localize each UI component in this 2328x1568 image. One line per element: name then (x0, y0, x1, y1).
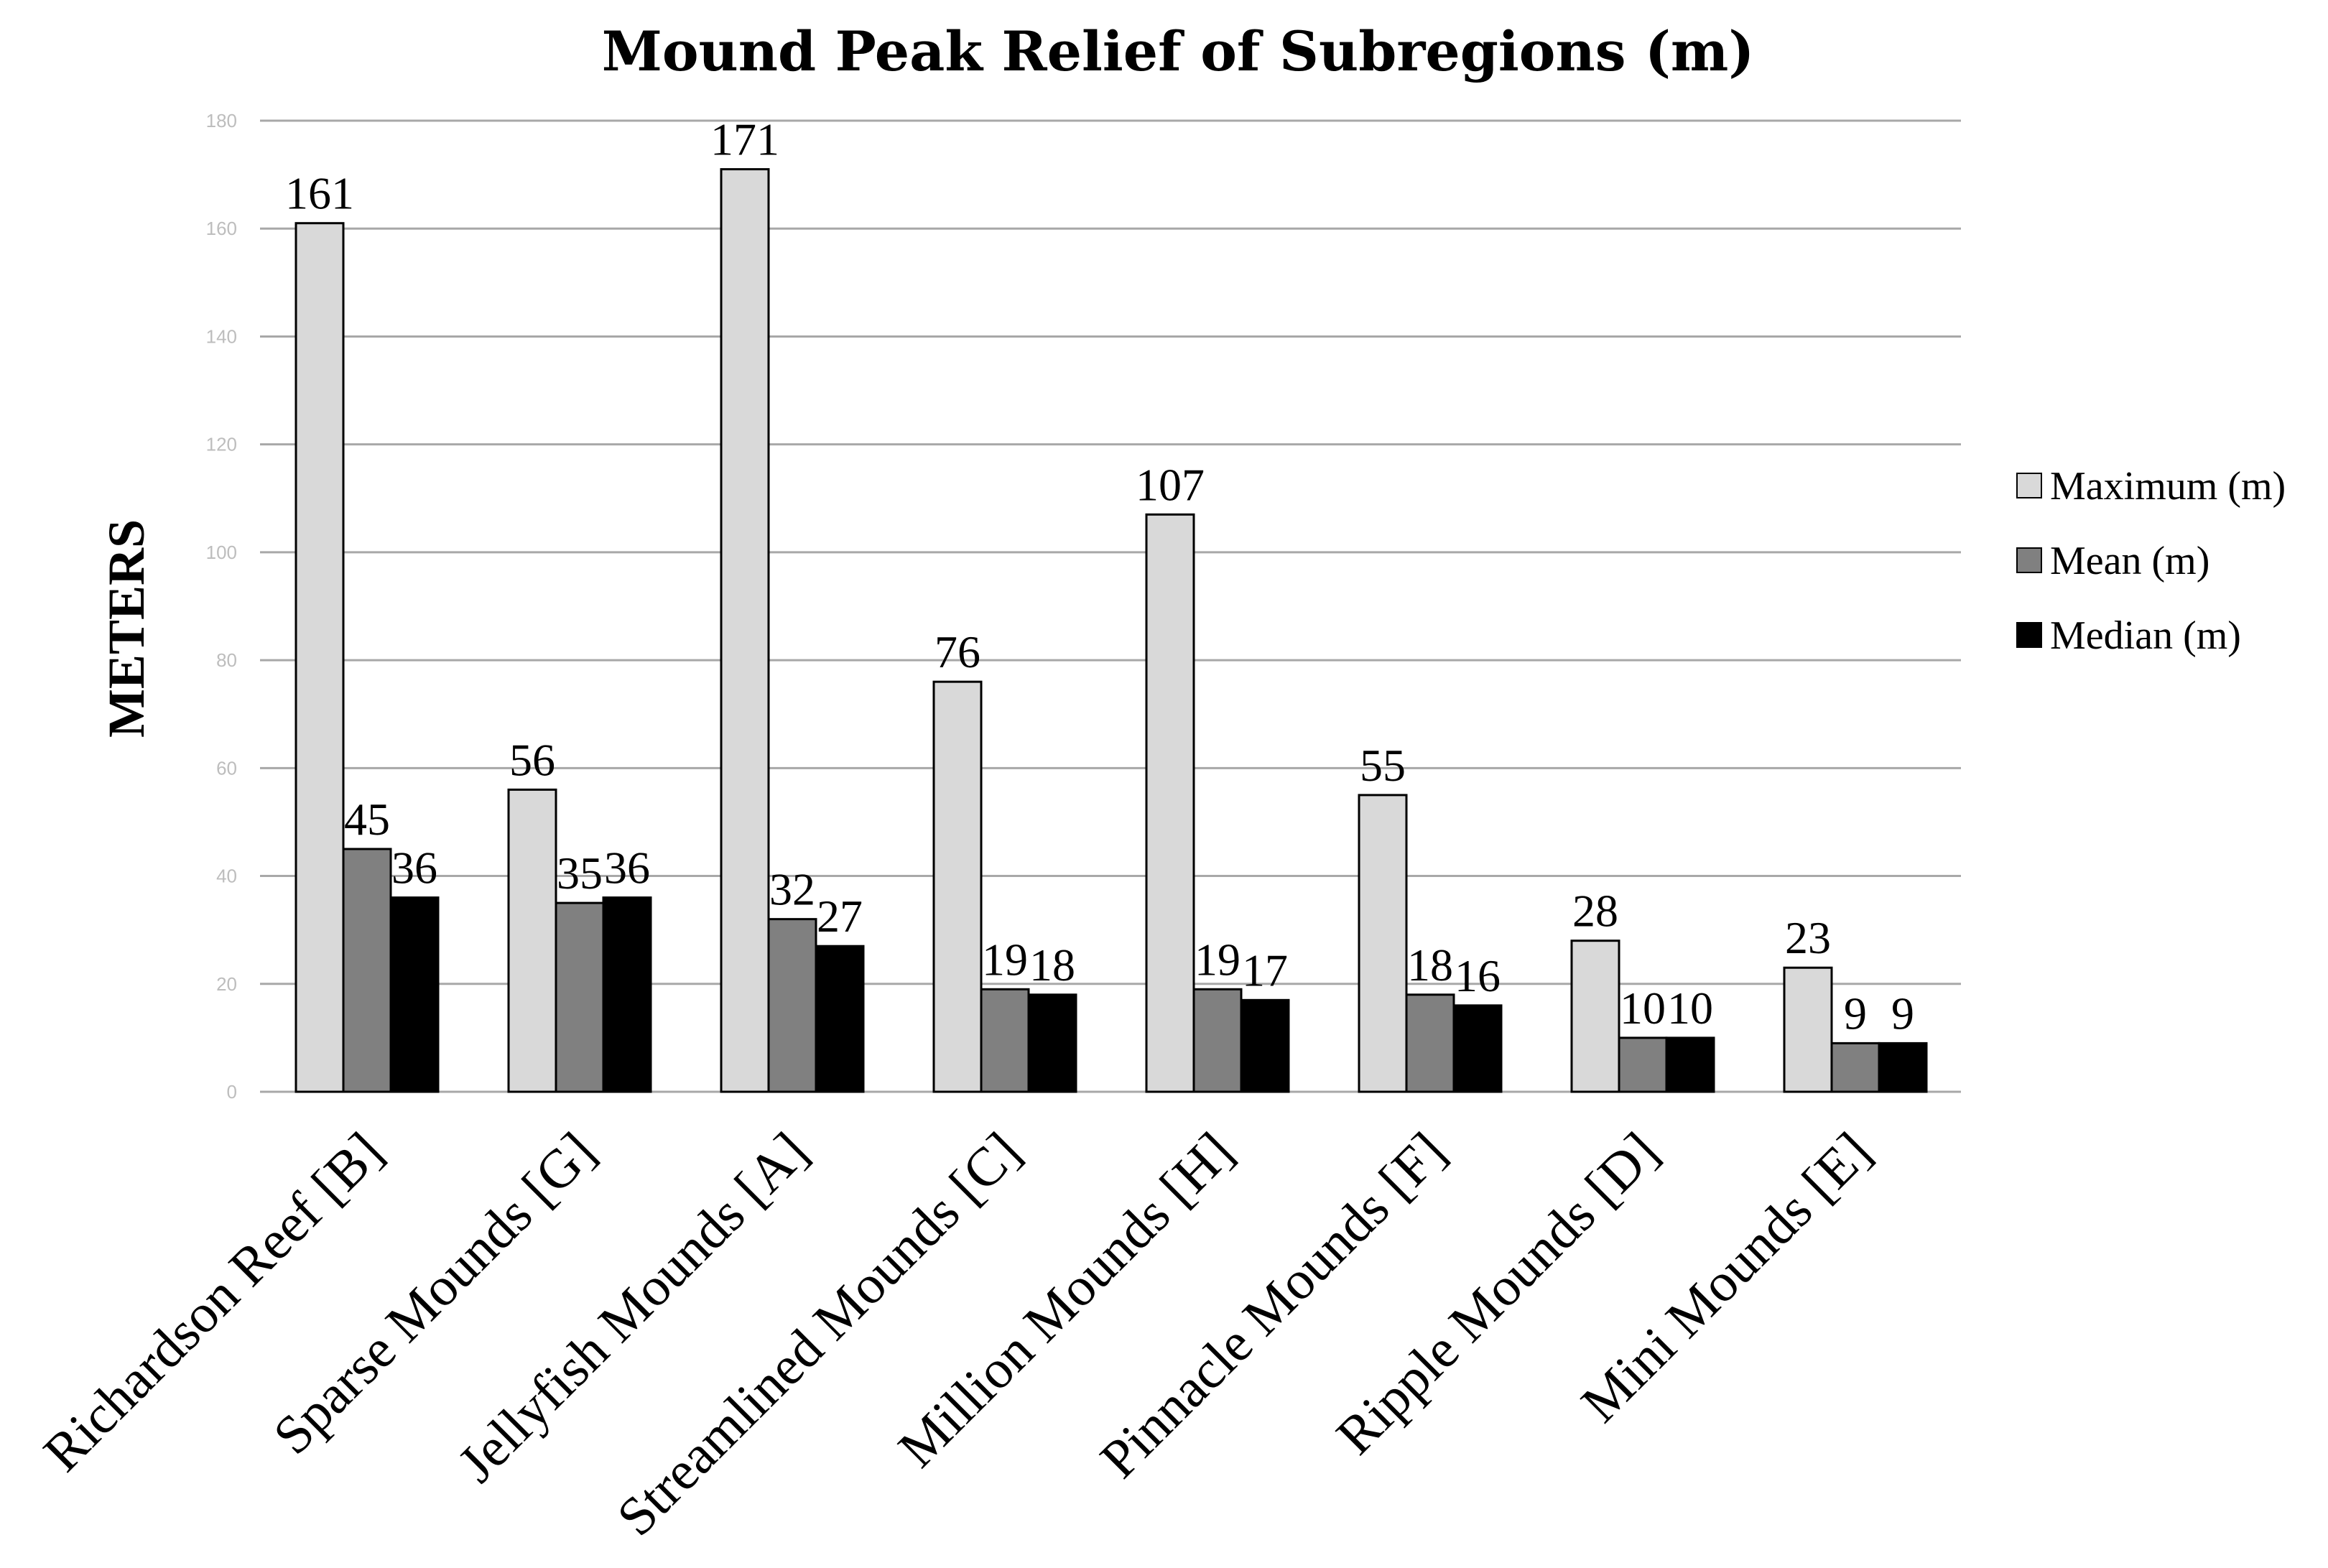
legend-swatch (2016, 622, 2042, 648)
bar (1878, 1042, 1928, 1093)
legend-label: Maximum (m) (2050, 464, 2286, 509)
y-tick-label: 180 (206, 110, 237, 131)
data-label: 161 (285, 168, 354, 219)
x-tick-label: Pinnacle Mounds [F] (1089, 1121, 1457, 1490)
data-label: 28 (1572, 886, 1618, 937)
bar (602, 896, 652, 1093)
data-label: 55 (1360, 740, 1406, 791)
bar (507, 788, 557, 1093)
y-tick-label: 20 (216, 973, 237, 995)
y-tick-label: 80 (216, 649, 237, 671)
bar (980, 988, 1030, 1093)
data-label: 19 (982, 934, 1028, 985)
data-label: 45 (344, 794, 390, 845)
bars (295, 168, 1928, 1093)
data-label: 9 (1844, 988, 1867, 1039)
y-axis-label: METERS (98, 519, 155, 738)
bar (815, 945, 865, 1093)
y-axis-ticks: 0 20 40 60 80 100 120 140 160 180 (206, 110, 237, 1103)
data-label: 10 (1667, 983, 1713, 1034)
bar (1618, 1036, 1668, 1093)
legend-swatch (2016, 547, 2042, 573)
data-label: 36 (391, 843, 437, 894)
bar (1192, 988, 1243, 1093)
data-label: 171 (710, 114, 779, 165)
data-label: 19 (1195, 934, 1240, 985)
bar (1358, 794, 1408, 1093)
bar (1570, 940, 1620, 1093)
data-label: 36 (604, 843, 650, 894)
y-tick-label: 160 (206, 218, 237, 239)
bar (932, 680, 983, 1093)
bar (342, 848, 392, 1093)
y-tick-label: 140 (206, 325, 237, 347)
data-label: 17 (1242, 945, 1288, 996)
data-label: 10 (1620, 983, 1666, 1034)
x-axis-ticks: Richardson Reef [B]Sparse Mounds [G]Jell… (32, 1121, 1883, 1548)
data-label: 9 (1891, 988, 1914, 1039)
bar (1783, 966, 1833, 1093)
x-tick-label: Streamlined Mounds [C] (606, 1121, 1032, 1548)
chart-title: Mound Peak Relief of Subregions (m) (602, 19, 1755, 83)
bar (1665, 1036, 1715, 1093)
y-tick-label: 0 (227, 1081, 237, 1103)
bar (767, 918, 817, 1093)
y-tick-label: 120 (206, 434, 237, 455)
bar (1027, 993, 1077, 1093)
bar (555, 901, 605, 1093)
legend-label: Median (m) (2050, 613, 2241, 658)
data-label: 18 (1407, 940, 1453, 991)
legend-swatch (2016, 473, 2042, 498)
data-label: 35 (557, 848, 603, 899)
legend-label: Mean (m) (2050, 539, 2209, 583)
data-label: 18 (1029, 940, 1075, 991)
legend: Maximum (m) Mean (m) Median (m) (2016, 464, 2286, 658)
bar (295, 222, 345, 1093)
data-label: 76 (935, 626, 980, 677)
y-tick-label: 60 (216, 757, 237, 779)
data-label: 27 (817, 891, 863, 942)
x-tick-label: Jellyfish Mounds [A] (447, 1121, 820, 1494)
data-label: 16 (1455, 950, 1501, 1001)
data-label: 107 (1136, 459, 1205, 510)
bar (1240, 998, 1290, 1093)
y-tick-label: 100 (206, 542, 237, 563)
bar (720, 168, 770, 1093)
data-label: 32 (769, 864, 815, 915)
y-tick-label: 40 (216, 866, 237, 887)
bar (1405, 993, 1455, 1093)
bar (1452, 1004, 1503, 1093)
data-label: 23 (1785, 912, 1831, 963)
bar (389, 896, 440, 1093)
data-label: 56 (509, 734, 555, 785)
bar (1145, 513, 1195, 1093)
bar (1830, 1042, 1881, 1093)
